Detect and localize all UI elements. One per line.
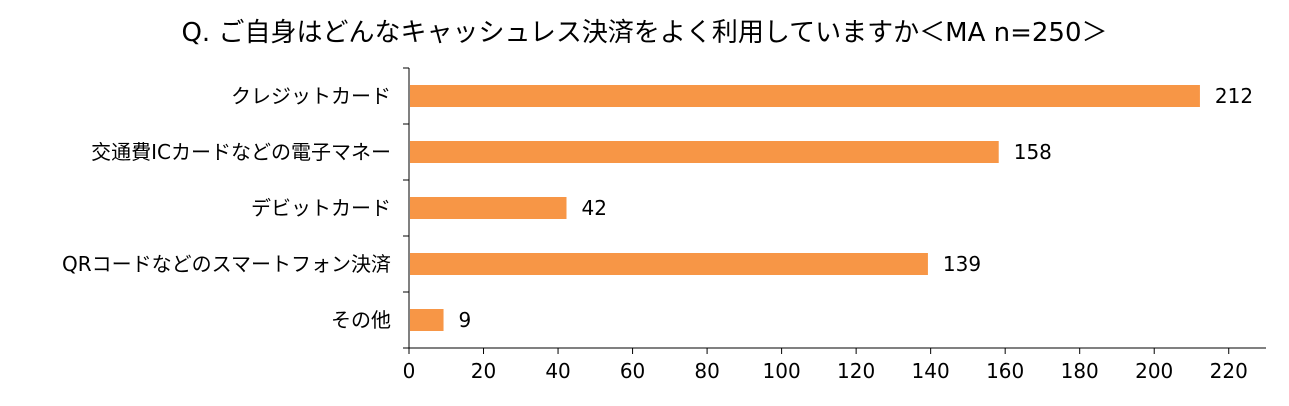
value-label: 9	[459, 308, 472, 332]
value-label: 42	[581, 196, 606, 220]
chart-title: Q. ご自身はどんなキャッシュレス決済をよく利用していますか＜MA n=250＞	[181, 18, 1108, 48]
category-label: 交通費ICカードなどの電子マネー	[91, 140, 391, 164]
category-label: クレジットカード	[231, 84, 391, 108]
value-label: 212	[1215, 84, 1253, 108]
category-label: その他	[331, 308, 391, 332]
x-tick-label: 140	[912, 359, 950, 383]
x-tick-label: 180	[1061, 359, 1099, 383]
category-label: QRコードなどのスマートフォン決済	[62, 252, 391, 276]
bar	[410, 253, 928, 275]
x-tick-label: 0	[403, 359, 416, 383]
x-tick-label: 60	[620, 359, 645, 383]
x-tick-label: 40	[545, 359, 570, 383]
category-label: デビットカード	[251, 196, 391, 220]
x-tick-label: 100	[763, 359, 801, 383]
x-tick-label: 80	[694, 359, 719, 383]
x-tick-label: 160	[986, 359, 1024, 383]
x-tick-label: 220	[1210, 359, 1248, 383]
value-label: 139	[943, 252, 981, 276]
bar	[410, 141, 999, 163]
bar	[410, 309, 444, 331]
bar	[410, 85, 1200, 107]
x-tick-label: 200	[1135, 359, 1173, 383]
x-tick-label: 20	[471, 359, 496, 383]
x-tick-label: 120	[837, 359, 875, 383]
bar	[410, 197, 567, 219]
value-label: 158	[1014, 140, 1052, 164]
